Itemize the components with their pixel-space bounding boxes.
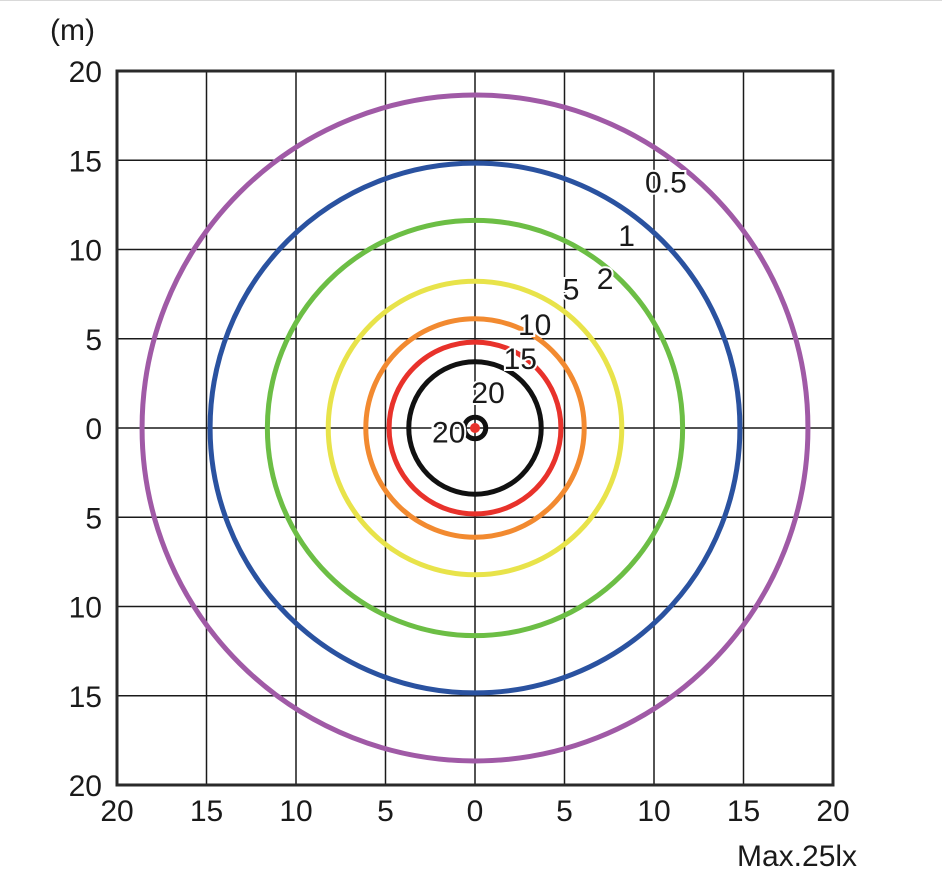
x-tick-label: 0	[467, 795, 484, 828]
contour-10	[363, 316, 587, 540]
grid	[115, 69, 835, 787]
contour-0_5	[139, 92, 811, 764]
y-tick-label: 5	[85, 324, 102, 357]
contour-20	[406, 359, 544, 497]
center-point	[470, 423, 480, 433]
contour-label-20-inner: 20	[432, 416, 465, 449]
contour-2	[264, 217, 686, 639]
x-tick-label: 10	[279, 795, 312, 828]
x-tick-label: 15	[727, 795, 760, 828]
x-tick-label: 20	[816, 795, 849, 828]
y-tick-label: 10	[69, 592, 102, 625]
y-tick-label: 10	[69, 235, 102, 268]
contour-group	[139, 92, 811, 764]
contour-label-0_5: 0.5	[645, 166, 687, 199]
contour-label-10: 10	[518, 309, 551, 342]
contour-20-inner	[461, 414, 489, 442]
y-tick-label: 15	[69, 681, 102, 714]
contour-1	[207, 160, 743, 696]
x-tick-label: 5	[556, 795, 573, 828]
x-tick-label: 20	[100, 795, 133, 828]
y-tick-label: 20	[69, 770, 102, 803]
contour-label-5: 5	[563, 273, 580, 306]
plot-frame	[115, 69, 835, 787]
contour-15	[386, 339, 564, 517]
max-lux-label: Max.25lx	[737, 840, 857, 873]
y-tick-label: 15	[69, 145, 102, 178]
contour-label-20: 20	[471, 377, 504, 410]
y-tick-label: 5	[85, 502, 102, 535]
top-rule	[0, 0, 942, 1]
contour-label-2: 2	[597, 263, 614, 296]
y-tick-label: 20	[69, 56, 102, 89]
y-tick-label: 0	[85, 413, 102, 446]
x-tick-label: 10	[637, 795, 670, 828]
contour-label-15: 15	[504, 343, 537, 376]
contour-label-1: 1	[618, 220, 635, 253]
contour-5	[325, 278, 625, 578]
x-tick-label: 15	[190, 795, 223, 828]
x-tick-label: 5	[377, 795, 394, 828]
unit-label: (m)	[50, 14, 95, 47]
